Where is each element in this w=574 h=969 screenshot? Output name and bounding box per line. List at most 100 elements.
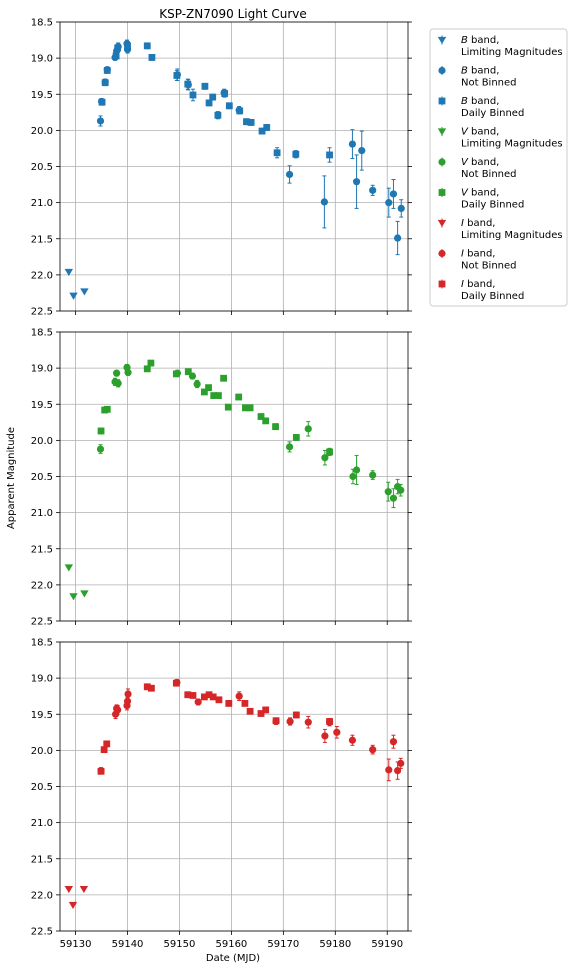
i-band-binned-point	[97, 767, 105, 775]
legend-label-line1: B band,	[461, 96, 499, 107]
b-band-point	[369, 186, 377, 194]
series-v-square	[97, 359, 333, 457]
b-band-binned-point	[258, 127, 266, 135]
legend-entry: V band,Not Binned	[438, 157, 517, 180]
legend-label-line1: I band,	[461, 249, 495, 260]
v-band-point	[369, 471, 377, 479]
v-band-binned-point	[200, 388, 208, 396]
i-band-binned-point	[184, 691, 192, 699]
v-band-point	[285, 443, 294, 451]
y-tick-label: 18.5	[31, 638, 53, 649]
y-tick-label: 19.5	[31, 400, 53, 411]
y-tick-label: 20.0	[31, 746, 53, 757]
b-band-point	[96, 117, 105, 125]
legend-entry: V band,Daily Binned	[438, 188, 524, 211]
v-band-point	[193, 380, 201, 388]
y-tick-label: 21.5	[31, 234, 53, 245]
y-tick-label: 19.0	[31, 54, 53, 65]
y-tick-label: 19.0	[31, 674, 53, 685]
y-tick-label: 18.5	[31, 328, 53, 339]
i-band-binned-point	[257, 710, 265, 717]
panel-b-band: 18.5 19.0 19.5 20.0 20.5 21.0 21.5 22.0 22.5	[31, 18, 412, 318]
v-band-binned-point	[257, 413, 265, 420]
legend-label-line2: Daily Binned	[461, 200, 524, 211]
y-tick-label: 18.5	[31, 18, 53, 29]
b-band-binned-point	[143, 42, 151, 50]
i-band-binned-point	[143, 683, 151, 691]
series-b-circle	[96, 39, 405, 256]
v-band-binned-point	[184, 368, 192, 376]
b-band-binned-point	[326, 151, 333, 159]
i-band-binned-point	[241, 700, 249, 707]
legend-band-word: band,	[468, 96, 500, 107]
x-tick-label: 59170	[267, 939, 299, 950]
i-band-limit-marker	[68, 901, 78, 909]
figure-title: KSP-ZN7090 Light Curve	[159, 7, 307, 21]
series-i-triangle-down	[64, 885, 89, 909]
legend-entry: B band,Not Binned	[438, 66, 517, 89]
legend-label-line1: I band,	[461, 218, 495, 229]
i-band-binned-point	[103, 740, 111, 748]
x-tick-label: 59130	[60, 939, 92, 950]
legend-band-word: band,	[468, 66, 500, 77]
y-tick-label: 21.0	[31, 818, 53, 829]
i-band-binned-point	[272, 717, 280, 725]
y-tick-label: 20.0	[31, 126, 53, 137]
y-tick-label: 21.5	[31, 544, 53, 555]
legend-label-line1: V band,	[461, 157, 499, 168]
b-band-binned-point	[247, 119, 255, 126]
legend-band-letter: B	[461, 35, 468, 46]
i-band-binned-point	[189, 692, 197, 699]
legend-band-letter: B	[461, 66, 468, 77]
y-tick-label: 19.5	[31, 710, 53, 721]
b-band-binned-point	[243, 118, 250, 126]
legend-label-line1: V band,	[461, 127, 499, 138]
v-band-binned-point	[147, 359, 155, 367]
i-band-point	[385, 766, 393, 774]
v-band-limit-marker	[80, 590, 89, 598]
y-tick-label: 19.0	[31, 364, 53, 375]
i-band-binned-point	[148, 684, 155, 692]
v-band-point	[352, 466, 361, 474]
axes-frame	[59, 331, 409, 622]
legend-band-word: band,	[468, 157, 500, 168]
x-tick-label: 59180	[319, 939, 351, 950]
v-band-binned-point	[235, 393, 243, 401]
legend-label-line2: Not Binned	[461, 169, 517, 180]
v-band-point	[397, 486, 405, 494]
v-band-point	[114, 379, 122, 387]
legend-box	[429, 28, 568, 307]
v-band-binned-point	[220, 374, 228, 382]
x-tick-label: 59140	[112, 939, 144, 950]
i-band-point	[235, 692, 243, 700]
b-band-binned-point	[221, 90, 229, 97]
legend-band-word: band,	[468, 127, 500, 138]
legend-band-letter: I	[461, 279, 464, 290]
v-band-binned-point	[172, 370, 180, 378]
legend-band-word: band,	[468, 188, 500, 199]
i-band-binned-point	[262, 706, 270, 714]
b-band-point	[385, 199, 393, 207]
legend-entry: I band,Limiting Magnitudes	[437, 218, 563, 241]
legend-marker-binned-point	[438, 189, 446, 196]
v-band-binned-point	[242, 404, 249, 412]
i-band-point	[114, 706, 122, 714]
y-tick-label: 21.0	[31, 198, 53, 209]
legend-label-line1: B band,	[461, 66, 499, 77]
i-band-binned-point	[172, 679, 180, 687]
v-band-binned-point	[292, 434, 300, 441]
legend-label-line2: Not Binned	[461, 78, 517, 89]
series-v-triangle-down	[64, 564, 89, 601]
i-band-point	[369, 746, 377, 754]
series-b-square	[98, 41, 333, 163]
v-band-point	[321, 454, 329, 462]
panel-i-band: 18.5 19.0 19.5 20.0 20.5 21.0 21.5 22.0 22.5 5913…	[31, 638, 412, 950]
legend-label-line2: Not Binned	[461, 261, 517, 272]
b-band-point	[320, 198, 328, 206]
v-band-point	[384, 488, 392, 496]
legend-marker-point	[438, 66, 446, 75]
series-i-square	[97, 679, 333, 775]
b-band-limit-marker	[80, 288, 89, 296]
v-band-binned-point	[143, 365, 151, 373]
